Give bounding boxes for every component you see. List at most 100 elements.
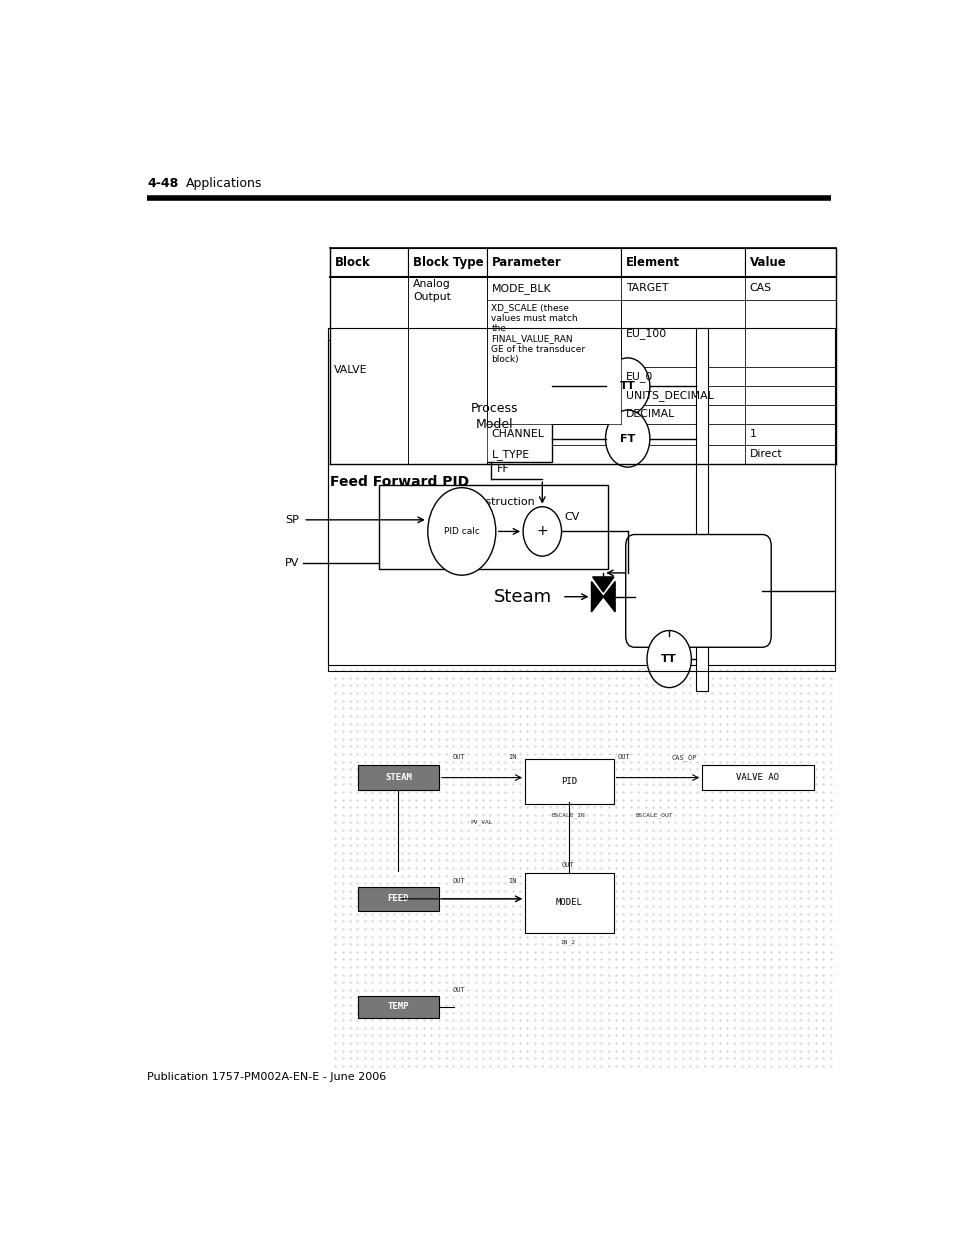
Text: Parameter: Parameter xyxy=(491,256,560,269)
Text: STEAM: STEAM xyxy=(384,773,412,782)
Text: Element: Element xyxy=(625,256,679,269)
Text: CAS_OP: CAS_OP xyxy=(671,755,697,761)
Bar xyxy=(486,248,620,277)
Text: CAS: CAS xyxy=(749,284,771,294)
Bar xyxy=(408,445,486,464)
Bar xyxy=(620,300,744,367)
Text: OUT: OUT xyxy=(453,755,465,761)
Text: OUT: OUT xyxy=(617,755,629,761)
Bar xyxy=(408,277,486,300)
Text: MODE_BLK: MODE_BLK xyxy=(491,283,551,294)
Bar xyxy=(330,367,408,385)
Text: Process
Model: Process Model xyxy=(471,403,517,431)
Bar xyxy=(408,248,486,277)
Bar xyxy=(744,405,836,424)
Text: PID: PID xyxy=(560,777,577,787)
Text: Direct: Direct xyxy=(749,450,781,459)
Text: TT: TT xyxy=(660,655,677,664)
Text: +: + xyxy=(536,525,548,538)
Bar xyxy=(408,367,486,385)
Text: Applications: Applications xyxy=(186,177,262,190)
Text: OUT: OUT xyxy=(453,987,465,993)
Bar xyxy=(486,424,620,445)
Text: TARGET: TARGET xyxy=(625,284,667,294)
Bar xyxy=(620,277,744,300)
Bar xyxy=(524,760,613,804)
Bar xyxy=(701,766,813,789)
Text: PV: PV xyxy=(285,558,299,568)
Bar xyxy=(486,385,620,405)
Bar xyxy=(436,372,552,462)
Polygon shape xyxy=(602,582,615,611)
Text: PV_VAL: PV_VAL xyxy=(470,819,493,825)
Bar xyxy=(330,248,408,277)
Bar xyxy=(408,300,486,367)
Circle shape xyxy=(646,631,691,688)
Bar xyxy=(744,445,836,464)
Text: Publication 1757-PM002A-EN-E - June 2006: Publication 1757-PM002A-EN-E - June 2006 xyxy=(147,1072,386,1082)
Bar xyxy=(357,995,438,1018)
Text: TEMP: TEMP xyxy=(387,1003,409,1011)
Circle shape xyxy=(605,358,649,415)
Bar xyxy=(327,329,834,671)
Text: IN: IN xyxy=(508,878,516,884)
Text: FT: FT xyxy=(619,433,635,443)
Text: UNITS_DECIMAL: UNITS_DECIMAL xyxy=(625,390,713,401)
Text: Feed Forward PID: Feed Forward PID xyxy=(330,475,469,489)
Text: EU_100: EU_100 xyxy=(625,329,666,340)
Bar xyxy=(524,873,613,934)
Bar xyxy=(620,385,744,405)
Text: VALVE: VALVE xyxy=(335,366,368,375)
Bar xyxy=(330,405,408,424)
Text: EU_0: EU_0 xyxy=(625,370,652,382)
Text: SP: SP xyxy=(285,515,299,525)
Polygon shape xyxy=(592,577,614,592)
Text: FF: FF xyxy=(497,464,509,474)
Bar xyxy=(744,277,836,300)
Text: OUT: OUT xyxy=(453,878,465,884)
Bar xyxy=(408,277,486,464)
Bar xyxy=(330,277,408,464)
Text: BSCALE_IN: BSCALE_IN xyxy=(551,813,584,818)
Text: 1: 1 xyxy=(749,430,756,440)
Bar xyxy=(620,405,744,424)
Bar xyxy=(486,300,620,424)
Bar xyxy=(620,445,744,464)
Text: FEED: FEED xyxy=(387,894,409,903)
Text: OUT: OUT xyxy=(561,862,574,867)
Bar xyxy=(696,329,707,690)
Circle shape xyxy=(522,506,561,556)
Bar xyxy=(744,248,836,277)
Text: Steam: Steam xyxy=(494,588,551,605)
Bar xyxy=(330,424,408,445)
Text: MODEL: MODEL xyxy=(556,898,582,908)
Bar xyxy=(744,424,836,445)
Circle shape xyxy=(427,488,496,576)
Bar xyxy=(330,385,408,405)
Bar xyxy=(620,248,744,277)
Bar xyxy=(486,445,620,464)
Text: Block: Block xyxy=(335,256,370,269)
Text: VALVE AO: VALVE AO xyxy=(736,773,779,782)
Bar xyxy=(486,405,620,424)
Bar xyxy=(357,887,438,911)
Bar xyxy=(744,385,836,405)
Bar xyxy=(408,405,486,424)
Bar xyxy=(330,300,408,367)
Text: PID Instruction: PID Instruction xyxy=(452,496,534,506)
Text: CHANNEL: CHANNEL xyxy=(491,430,544,440)
Bar xyxy=(330,445,408,464)
Bar xyxy=(327,340,834,664)
Text: BSCALE_OUT: BSCALE_OUT xyxy=(635,813,672,818)
Bar xyxy=(408,385,486,405)
Polygon shape xyxy=(591,582,602,611)
Bar xyxy=(620,367,744,385)
Text: IN: IN xyxy=(508,755,516,761)
Text: L_TYPE: L_TYPE xyxy=(491,450,529,459)
Text: XD_SCALE (these
values must match
the
FINAL_VALUE_RAN
GE of the transducer
block: XD_SCALE (these values must match the FI… xyxy=(491,304,585,364)
Text: IN_2: IN_2 xyxy=(560,940,575,945)
Bar xyxy=(486,300,620,367)
Bar xyxy=(330,277,408,300)
Bar xyxy=(408,424,486,445)
Text: 4-48: 4-48 xyxy=(147,177,178,190)
